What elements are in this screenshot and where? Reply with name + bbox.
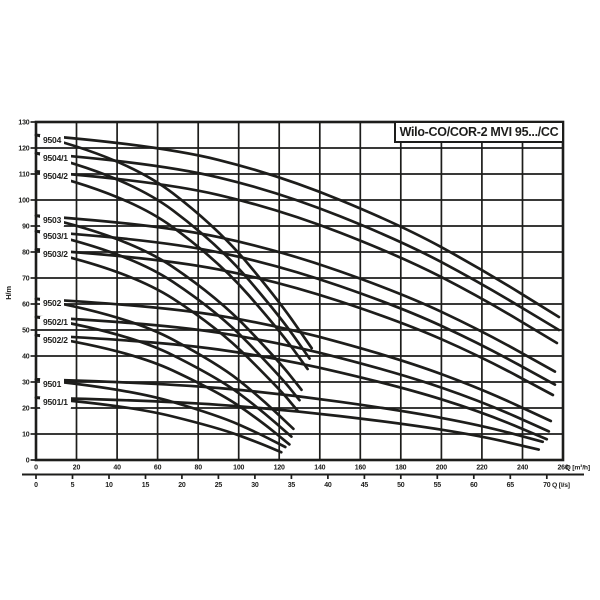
pump-curve-label-9502/1: 9502/1: [40, 315, 71, 329]
pump-curve-1pump-9501/1: [34, 396, 283, 454]
chart-title-box: Wilo-CO/COR-2 MVI 95.../CC: [394, 121, 564, 143]
x-tick-label-ls: 45: [361, 482, 369, 489]
pump-curve-label-9504/2: 9504/2: [40, 169, 71, 183]
x-tick-label-m3h: 240: [517, 465, 528, 472]
x-axis-unit-primary: Q [m³/h]: [566, 465, 590, 472]
x-tick-label-ls: 55: [434, 482, 442, 489]
pump-curve-1pump-9501: [34, 378, 287, 449]
pump-curve-2pump-9503/1: [34, 229, 557, 386]
pump-curve-label-9504/1: 9504/1: [40, 151, 71, 165]
pump-curve-label-9502: 9502: [40, 297, 65, 311]
pump-curve-2pump-9504: [34, 133, 561, 319]
x-tick-label-ls: 10: [105, 482, 113, 489]
pump-curve-2pump-9503/2: [34, 248, 555, 397]
pump-curve-label-9503/1: 9503/1: [40, 229, 71, 243]
x-tick-label-m3h: 100: [233, 465, 244, 472]
pump-curve-1pump-9504: [34, 133, 314, 350]
y-tick-label: 50: [22, 328, 30, 335]
x-tick-label-m3h: 140: [314, 465, 325, 472]
pump-curve-1pump-9503/1: [34, 229, 301, 402]
x-tick-label-ls: 50: [397, 482, 405, 489]
y-tick-label: 10: [22, 432, 30, 439]
y-tick-label: 90: [22, 224, 30, 231]
y-tick-label: 80: [22, 250, 30, 257]
pump-curve-2pump-9502: [34, 297, 553, 423]
x-tick-label-m3h: 260: [557, 465, 568, 472]
x-tick-label-ls: 35: [288, 482, 296, 489]
pump-curve-label-9501/1: 9501/1: [40, 396, 71, 410]
pump-curve-2pump-9502/2: [34, 333, 549, 441]
y-tick-label: 40: [22, 354, 30, 361]
x-tick-label-m3h: 40: [113, 465, 121, 472]
pump-curve-2pump-9501: [34, 378, 545, 444]
pump-curve-label-9502/2: 9502/2: [40, 333, 71, 347]
y-tick-label: 20: [22, 406, 30, 413]
pump-curve-label-9501: 9501: [40, 377, 65, 391]
x-tick-label-ls: 5: [71, 482, 75, 489]
pump-curve-1pump-9503/2: [34, 248, 299, 412]
x-tick-label-ls: 15: [142, 482, 150, 489]
x-axis-unit-secondary: Q [l/s]: [552, 482, 570, 489]
y-axis-unit: H/m: [4, 286, 13, 300]
x-tick-label-ls: 30: [251, 482, 259, 489]
x-tick-label-ls: 70: [543, 482, 551, 489]
y-tick-label: 30: [22, 380, 30, 387]
x-tick-label-ls: 0: [34, 482, 38, 489]
x-tick-label-ls: 60: [470, 482, 478, 489]
plot-frame: [34, 120, 565, 462]
y-tick-label: 0: [26, 458, 30, 465]
x-tick-label-m3h: 80: [195, 465, 203, 472]
pump-curve-label-9503: 9503: [40, 214, 65, 228]
pump-curve-2pump-9502/1: [34, 315, 551, 433]
chart-title: Wilo-CO/COR-2 MVI 95.../CC: [399, 125, 559, 139]
x-tick-label-m3h: 220: [476, 465, 487, 472]
pump-curve-1pump-9502/2: [34, 333, 291, 446]
x-tick-label-m3h: 120: [274, 465, 285, 472]
y-tick-label: 130: [18, 120, 29, 127]
x-tick-label-ls: 20: [178, 482, 186, 489]
x-tick-label-m3h: 180: [395, 465, 406, 472]
x-tick-label-m3h: 160: [355, 465, 366, 472]
y-tick-label: 60: [22, 302, 30, 309]
x-tick-label-ls: 40: [324, 482, 332, 489]
pump-curve-label-9504: 9504: [40, 133, 65, 147]
x-tick-label-m3h: 60: [154, 465, 162, 472]
pump-curve-2pump-9504/2: [34, 170, 559, 345]
y-tick-label: 120: [18, 146, 29, 153]
x-tick-label-m3h: 200: [436, 465, 447, 472]
x-tick-label-ls: 65: [507, 482, 515, 489]
pump-curve-label-9503/2: 9503/2: [40, 247, 71, 261]
y-tick-label: 100: [18, 198, 29, 205]
pump-curve-2pump-9503: [34, 214, 557, 373]
pump-curve-2pump-9501/1: [34, 396, 541, 451]
x-tick-label-m3h: 20: [73, 465, 81, 472]
pump-curve-2pump-9504/1: [34, 151, 561, 332]
pump-curve-1pump-9503: [34, 214, 303, 392]
y-tick-label: 110: [19, 172, 30, 179]
x-tick-label-ls: 25: [215, 482, 223, 489]
y-tick-label: 70: [22, 276, 30, 283]
pump-curve-1pump-9502: [34, 297, 295, 431]
x-tick-label-m3h: 0: [34, 465, 38, 472]
